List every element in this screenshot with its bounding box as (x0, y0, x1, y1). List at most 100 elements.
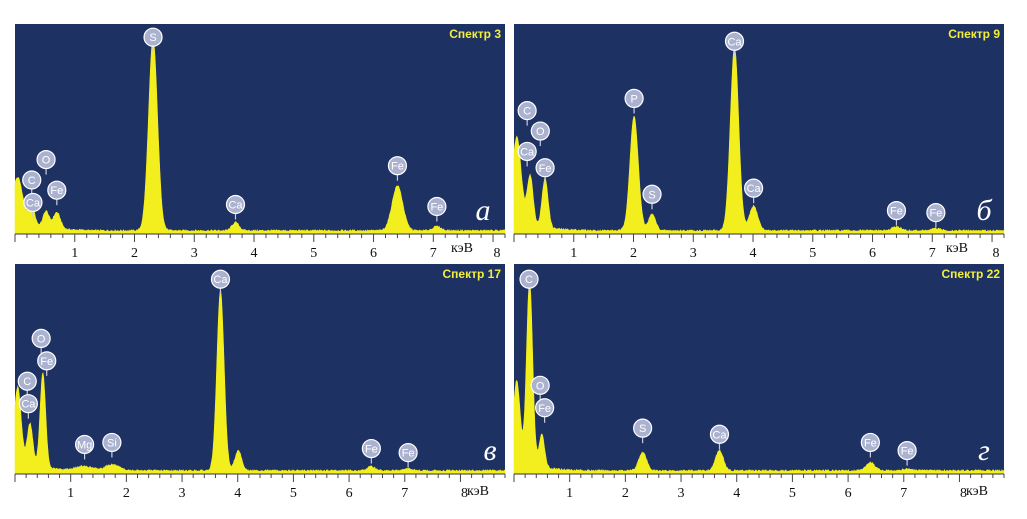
badge-circle (225, 194, 246, 215)
badge-circle (361, 438, 381, 459)
x-tick-label: 5 (789, 486, 796, 501)
x-tick-label: 1 (566, 486, 573, 501)
badge-circle (427, 196, 447, 217)
badge-circle (642, 184, 662, 204)
element-badge: Mg (75, 434, 95, 460)
plot-background (514, 264, 1004, 474)
element-label: C (28, 175, 36, 187)
element-badge: O (530, 121, 550, 147)
spectrum-title: Спектр 17 (443, 267, 502, 281)
spectrum-chart: Спектр 22 г кэВ 1 2 3 4 5 6 7 8 C O Fe S Ca Fe Fe (513, 264, 1005, 501)
x-tick-label: 2 (622, 486, 629, 501)
x-axis: 1 2 3 4 5 6 7 8 (14, 233, 506, 261)
x-tick-label: 2 (630, 246, 637, 261)
x-axis-unit: кэВ (451, 241, 473, 256)
element-label: Ca (213, 274, 228, 286)
x-tick-label: 6 (845, 486, 852, 501)
x-tick-label: 8 (494, 246, 501, 261)
element-badge: S (633, 418, 653, 444)
badge-circle (744, 178, 764, 198)
x-tick-label: 8 (993, 246, 1000, 261)
element-badge: Fe (387, 156, 408, 181)
element-badge: C (22, 170, 42, 195)
element-label: Fe (890, 206, 903, 218)
element-label: Fe (864, 437, 877, 449)
x-axis: 1 2 3 4 5 6 7 8 (14, 473, 506, 501)
element-badge: Fe (535, 158, 555, 183)
element-label: C (525, 274, 533, 286)
badge-circle (633, 418, 653, 438)
element-badge: Fe (886, 201, 907, 226)
badge-circle (624, 88, 644, 109)
element-badge: O (31, 328, 51, 354)
badge-circle (926, 203, 946, 223)
element-badge: Ca (18, 394, 38, 419)
spectrum-chart: Спектр 3 а кэВ 1 2 3 4 5 6 7 8 CO Ca Fe S Ca Fe Fe (14, 24, 506, 261)
element-badge: Fe (926, 203, 946, 228)
spectrum-panel-c: Спектр 17 в кэВ 1 2 3 4 5 6 7 8 O Fe C Ca Mg Si Ca Fe Fe (14, 264, 506, 502)
spectrum-area (14, 37, 506, 235)
x-tick-label: 6 (370, 246, 377, 261)
panel-letter: г (978, 434, 990, 467)
element-badge: Ca (744, 178, 764, 204)
plot-background (15, 24, 505, 234)
element-label: C (523, 106, 531, 118)
spectrum-area (513, 280, 1005, 475)
badge-circle (75, 434, 95, 455)
badge-circle (22, 170, 42, 190)
badge-circle (398, 443, 418, 463)
element-badge: S (143, 27, 163, 53)
element-label: S (639, 423, 646, 435)
spectrum-panel-b: Спектр 9 б кэВ 1 2 3 4 5 6 7 8 C O Ca Fe P S Ca Ca Fe Fe (513, 24, 1005, 262)
badge-circle (519, 269, 539, 289)
x-axis-unit: кэВ (946, 241, 968, 256)
x-axis: 1 2 3 4 5 6 7 8 (513, 473, 1005, 501)
x-tick-label: 4 (750, 246, 757, 261)
element-label: O (536, 380, 545, 392)
x-tick-label: 2 (131, 246, 138, 261)
x-tick-label: 6 (869, 246, 876, 261)
x-tick-label: 1 (570, 246, 577, 261)
element-badge: Si (102, 432, 122, 458)
x-tick-label: 7 (929, 246, 936, 261)
x-tick-label: 3 (191, 246, 198, 261)
element-label: Ca (228, 199, 243, 211)
x-tick-label: 5 (809, 246, 816, 261)
x-tick-label: 4 (733, 486, 740, 501)
element-label: S (149, 32, 156, 44)
element-badge: Fe (37, 351, 57, 376)
element-label: Fe (539, 163, 552, 175)
element-label: Ca (26, 197, 41, 209)
element-badge: O (36, 150, 56, 175)
x-tick-label: 5 (290, 486, 297, 501)
element-label: O (37, 333, 46, 345)
element-badge: Fe (897, 441, 917, 466)
x-tick-label: 7 (900, 486, 907, 501)
badge-circle (860, 432, 880, 453)
x-tick-label: 2 (123, 486, 130, 501)
x-tick-label: 8 (960, 486, 967, 501)
x-tick-label: 7 (430, 246, 437, 261)
x-tick-label: 1 (71, 246, 78, 261)
x-axis-unit: кэВ (467, 484, 489, 499)
element-badge: S (642, 184, 662, 210)
badge-circle (36, 150, 56, 170)
badge-circle (31, 328, 51, 349)
badge-circle (530, 121, 550, 141)
badge-circle (709, 424, 730, 444)
badge-circle (387, 156, 408, 176)
x-tick-label: 4 (234, 486, 241, 501)
plot-background (514, 24, 1004, 234)
element-label: Ca (712, 429, 727, 441)
spectrum-panel-d: Спектр 22 г кэВ 1 2 3 4 5 6 7 8 C O Fe S Ca Fe Fe (513, 264, 1005, 502)
x-axis: 1 2 3 4 5 6 7 8 (513, 233, 1005, 261)
element-badge: Ca (724, 31, 745, 57)
element-badge: C (519, 269, 539, 295)
badge-circle (517, 101, 537, 121)
x-tick-label: 7 (401, 486, 408, 501)
spectrum-panel-a: Спектр 3 а кэВ 1 2 3 4 5 6 7 8 C O Ca Fe S Ca Fe Fe (14, 24, 506, 262)
element-badge: Ca (517, 141, 537, 167)
x-tick-label: 6 (346, 486, 353, 501)
element-badge: Fe (398, 443, 418, 468)
